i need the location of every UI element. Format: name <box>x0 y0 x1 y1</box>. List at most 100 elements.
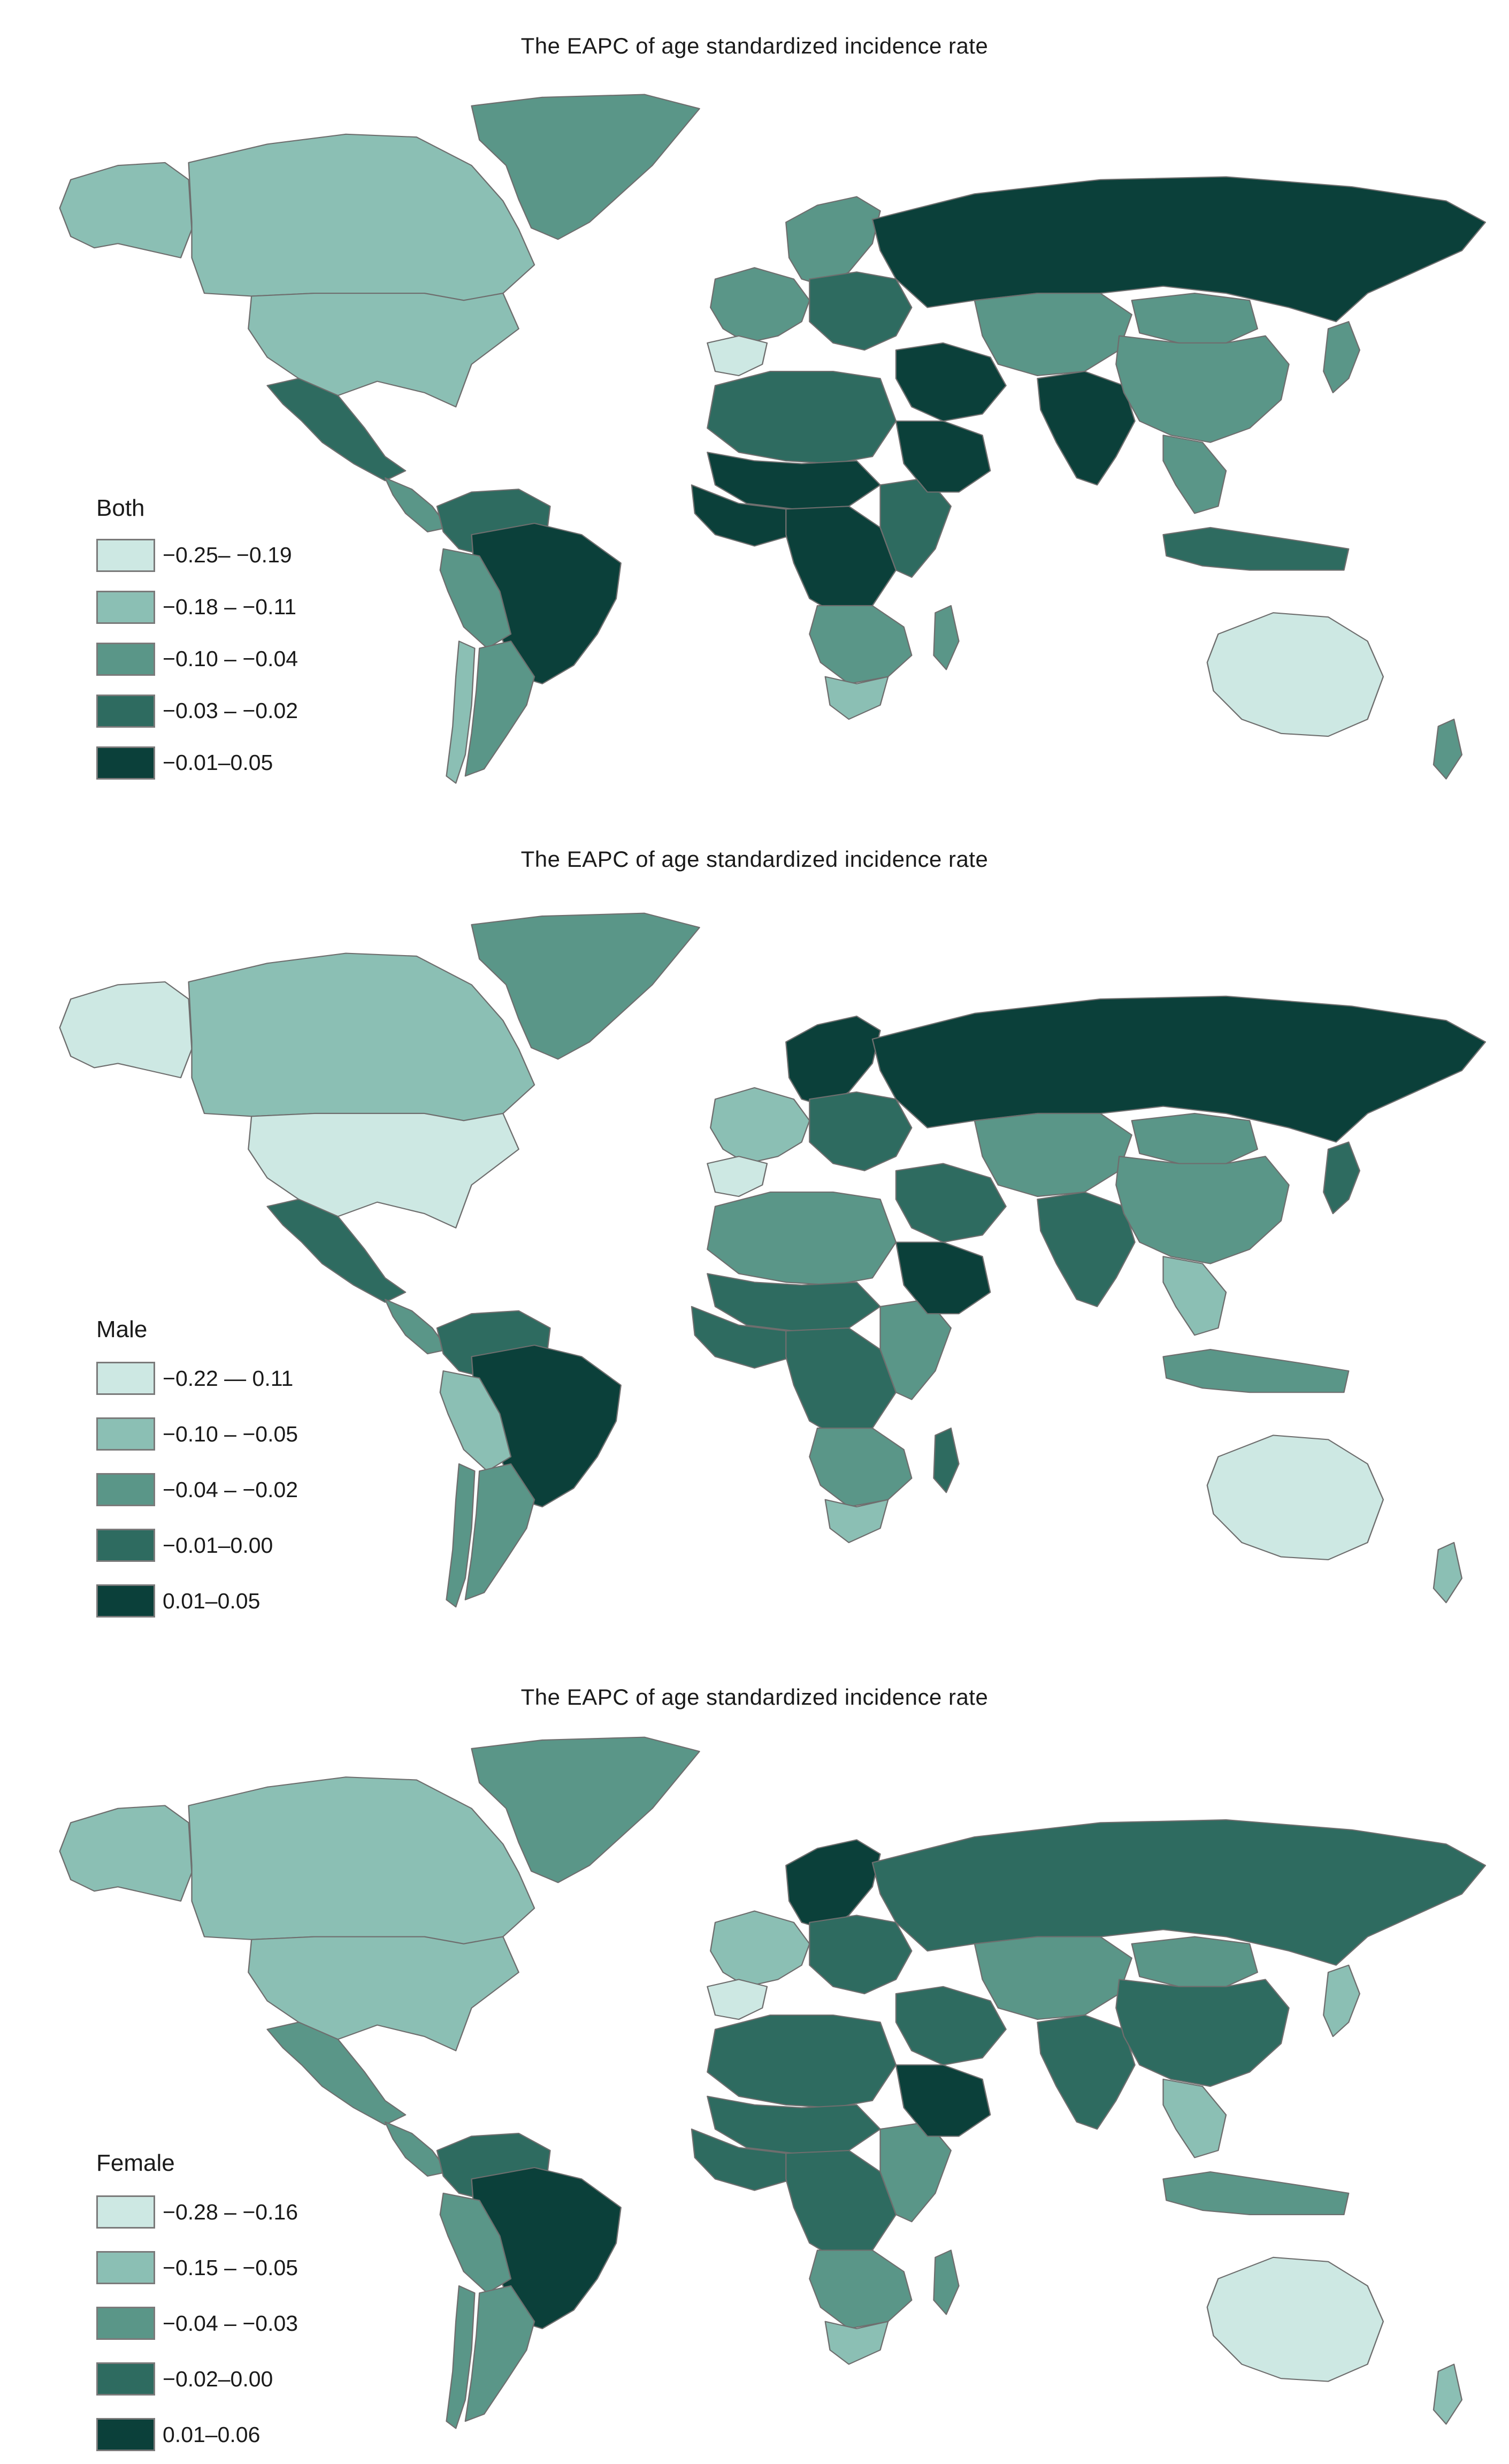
region-mongolia <box>1131 1936 1259 1987</box>
legend-title: Both <box>96 495 145 521</box>
region-canada <box>188 952 535 1122</box>
region-russia <box>871 995 1487 1143</box>
region-middle-east <box>895 1986 1007 2066</box>
legend-swatch <box>96 2362 155 2396</box>
region-se-asia <box>1162 1256 1227 1336</box>
region-chile <box>446 2285 476 2429</box>
region-scandinavia <box>785 1839 881 1931</box>
region-central-asia <box>974 1936 1132 2020</box>
region-central-africa <box>785 506 897 618</box>
legend-label: −0.10 – −0.05 <box>163 1421 298 1446</box>
world-map <box>59 94 1487 784</box>
region-new-zealand <box>1433 1542 1463 1604</box>
region-south-africa <box>824 1499 889 1543</box>
region-australia <box>1206 1435 1384 1561</box>
legend-swatch <box>96 2418 155 2451</box>
region-central-america <box>384 2121 449 2177</box>
legend-label: −0.01–0.05 <box>163 750 273 775</box>
legend-swatch <box>96 746 155 780</box>
legend-item: −0.25– −0.19 <box>96 529 298 581</box>
region-se-asia <box>1162 2078 1227 2158</box>
region-alaska <box>59 1805 193 1902</box>
region-alaska <box>59 162 193 258</box>
legend-label: −0.15 – −0.05 <box>163 2255 298 2280</box>
legend-item: −0.04 – −0.03 <box>96 2295 298 2351</box>
region-arabia <box>895 2064 991 2137</box>
region-southern-africa <box>809 1427 913 1508</box>
region-scandinavia <box>785 1016 881 1107</box>
region-china <box>1115 335 1290 443</box>
region-middle-east <box>895 1163 1007 1243</box>
region-canada <box>188 1776 535 1944</box>
region-sahel <box>707 1273 881 1332</box>
region-usa <box>248 1112 519 1229</box>
region-west-africa <box>691 1306 795 1369</box>
region-madagascar <box>933 2249 960 2315</box>
legend-swatch <box>96 1473 155 1506</box>
legend-item: −0.01–0.05 <box>96 737 298 789</box>
legend-swatch <box>96 1529 155 1562</box>
legend-label: 0.01–0.06 <box>163 2422 261 2447</box>
region-sahel <box>707 2095 881 2154</box>
region-australia <box>1206 2256 1384 2382</box>
region-alaska <box>59 981 193 1079</box>
region-mongolia <box>1131 1112 1259 1164</box>
legend-title: Male <box>96 1316 148 1342</box>
region-central-asia <box>974 293 1132 377</box>
map-panel-both: The EAPC of age standardized incidence r… <box>0 0 1509 819</box>
region-scandinavia <box>785 196 881 287</box>
region-iberia <box>707 335 768 377</box>
region-eastern-europe <box>809 1914 913 1995</box>
region-eastern-europe <box>809 1091 913 1171</box>
legend-swatch <box>96 694 155 728</box>
legend-item: −0.28 – −0.16 <box>96 2184 298 2240</box>
panel-title: The EAPC of age standardized incidence r… <box>520 33 989 58</box>
legend-swatch <box>96 1584 155 1618</box>
region-west-africa <box>691 2129 795 2191</box>
region-iberia <box>707 1156 768 1197</box>
region-indonesia <box>1162 2171 1350 2215</box>
region-central-africa <box>785 2149 897 2262</box>
legend-swatch <box>96 1417 155 1451</box>
legend-label: −0.02–0.00 <box>163 2366 273 2391</box>
region-russia <box>871 176 1487 323</box>
region-japan <box>1323 1141 1361 1215</box>
region-japan <box>1323 1964 1361 2038</box>
panel-title: The EAPC of age standardized incidence r… <box>520 846 989 872</box>
legend-label: −0.04 – −0.03 <box>163 2310 298 2336</box>
region-new-zealand <box>1433 2363 1463 2425</box>
region-madagascar <box>933 605 960 670</box>
region-argentina <box>464 2285 535 2422</box>
legend-swatch <box>96 538 155 572</box>
region-southern-africa <box>809 2249 913 2330</box>
legend-label: −0.18 – −0.11 <box>163 594 297 619</box>
region-north-africa <box>707 1191 897 1286</box>
legend-label: −0.25– −0.19 <box>163 543 292 567</box>
legend-swatch <box>96 642 155 676</box>
region-russia <box>871 1819 1487 1966</box>
legend-label: −0.03 – −0.02 <box>163 698 298 723</box>
region-se-asia <box>1162 434 1227 514</box>
legend-item: −0.03 – −0.02 <box>96 685 298 737</box>
region-central-america <box>384 477 449 532</box>
region-india <box>1037 370 1136 486</box>
legend-item: −0.02–0.00 <box>96 2351 298 2407</box>
region-indonesia <box>1162 1348 1350 1393</box>
region-mexico <box>266 378 407 482</box>
region-central-america <box>384 1299 449 1355</box>
region-mexico <box>266 2021 407 2126</box>
map-panel-female: The EAPC of age standardized incidence r… <box>0 1643 1509 2464</box>
region-western-europe <box>710 267 810 344</box>
region-arabia <box>895 1241 991 1315</box>
map-panel-male: The EAPC of age standardized incidence r… <box>0 819 1509 1643</box>
region-western-europe <box>710 1910 810 1987</box>
legend-swatch <box>96 2195 155 2229</box>
legend-item: 0.01–0.05 <box>96 1573 298 1629</box>
region-mexico <box>266 1199 407 1303</box>
legend-label: −0.22 — 0.11 <box>163 1366 294 1391</box>
legend-swatch <box>96 2251 155 2284</box>
region-chile <box>446 640 476 784</box>
region-usa <box>248 293 519 408</box>
panel-title: The EAPC of age standardized incidence r… <box>520 1684 989 1710</box>
region-central-asia <box>974 1112 1132 1197</box>
